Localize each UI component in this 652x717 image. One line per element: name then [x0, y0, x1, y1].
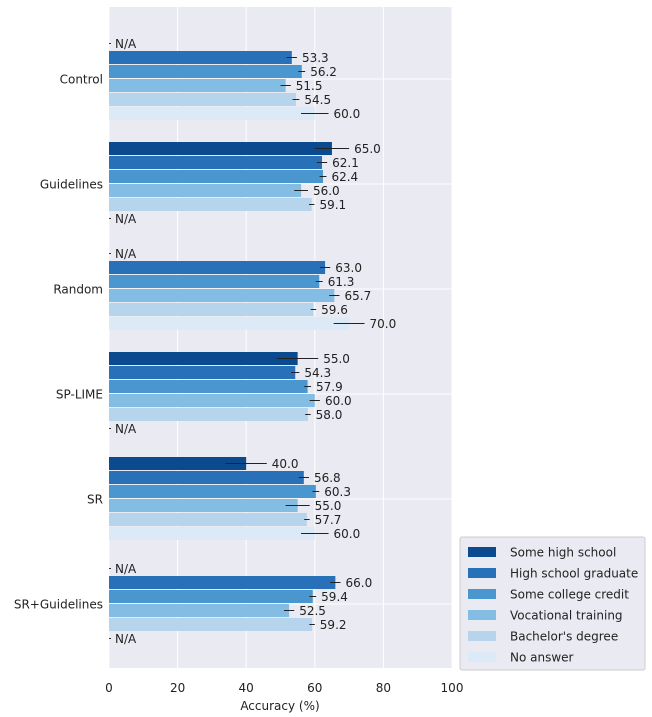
value-label: 40.0: [272, 457, 299, 471]
value-label: 60.0: [334, 107, 361, 121]
bar: [109, 513, 307, 526]
category-label: Random: [53, 283, 103, 297]
bar: [109, 51, 292, 64]
legend-label: Some college credit: [510, 588, 629, 602]
bar: [109, 275, 320, 288]
plot-background: [109, 7, 452, 668]
bar: [109, 471, 304, 484]
value-label: 59.6: [321, 303, 348, 317]
category-label: Guidelines: [40, 178, 103, 192]
value-label: 65.0: [354, 142, 381, 156]
value-label: 57.7: [315, 513, 342, 527]
x-tick-label: 0: [105, 681, 113, 695]
bar: [109, 65, 302, 78]
bar: [109, 618, 313, 631]
category-label: Control: [60, 73, 103, 87]
value-label: N/A: [115, 212, 137, 226]
value-label: 55.0: [315, 499, 342, 513]
value-label: 56.8: [314, 471, 341, 485]
bar: [109, 289, 335, 302]
value-label: N/A: [115, 632, 137, 646]
legend-label: No answer: [510, 651, 574, 665]
value-label: 56.0: [313, 184, 340, 198]
legend-label: Vocational training: [510, 609, 623, 623]
value-label: 55.0: [323, 352, 350, 366]
y-tick-labels: Control Guidelines Random SP-LIME SR SR+Guide…: [14, 73, 103, 612]
x-axis-label: Accuracy (%): [240, 699, 319, 713]
x-tick-label: 40: [239, 681, 254, 695]
bar: [109, 576, 336, 589]
category-label: SR: [87, 493, 103, 507]
legend: Some high school High school graduate Some…: [459, 536, 646, 671]
value-label: 54.3: [304, 366, 331, 380]
x-tick-labels: 0 20 40 60 80 100: [105, 681, 463, 695]
value-label: 59.1: [319, 198, 346, 212]
value-label: 62.1: [332, 156, 359, 170]
value-label: N/A: [115, 422, 137, 436]
bar: [109, 142, 332, 155]
value-label: 60.3: [324, 485, 351, 499]
legend-swatch: [468, 610, 496, 620]
value-label: 60.0: [334, 527, 361, 541]
value-label: 60.0: [325, 394, 352, 408]
value-label: 54.5: [304, 93, 331, 107]
legend-swatch: [468, 568, 496, 578]
bar: [109, 156, 323, 169]
x-tick-label: 60: [307, 681, 322, 695]
value-label: 51.5: [296, 79, 323, 93]
value-label: 52.5: [299, 604, 326, 618]
legend-swatch: [468, 589, 496, 599]
bar: [109, 303, 314, 316]
bar: [109, 527, 315, 540]
bar: [109, 499, 298, 512]
legend-label: Bachelor's degree: [510, 630, 618, 644]
value-label: 56.2: [310, 65, 337, 79]
bar: [109, 107, 315, 120]
value-label: 65.7: [344, 289, 371, 303]
x-tick-label: 20: [170, 681, 185, 695]
bar: [109, 366, 296, 379]
x-tick-label: 80: [376, 681, 391, 695]
category-label: SP-LIME: [56, 388, 103, 402]
legend-label: High school graduate: [510, 567, 638, 581]
legend-box: [459, 536, 646, 671]
value-label: N/A: [115, 562, 137, 576]
bars: N/A53.356.251.554.560.065.062.162.456.05…: [109, 37, 396, 646]
value-label: N/A: [115, 247, 137, 261]
value-label: 57.9: [316, 380, 343, 394]
bar: [109, 170, 324, 183]
x-tick-label: 100: [441, 681, 464, 695]
value-label: N/A: [115, 37, 137, 51]
category-label: SR+Guidelines: [14, 598, 103, 612]
bar: [109, 590, 313, 603]
value-label: 59.2: [320, 618, 347, 632]
value-label: 66.0: [346, 576, 373, 590]
value-label: 53.3: [302, 51, 329, 65]
legend-swatch: [468, 652, 496, 662]
bar: [109, 184, 302, 197]
value-label: 62.4: [331, 170, 358, 184]
bar: [109, 198, 312, 211]
bar: [109, 604, 290, 617]
value-label: 63.0: [335, 261, 362, 275]
bar: [109, 485, 316, 498]
value-label: 59.4: [321, 590, 348, 604]
legend-label: Some high school: [510, 546, 616, 560]
bar: [109, 261, 326, 274]
bar: [109, 79, 286, 92]
bar: [109, 457, 247, 470]
value-label: 58.0: [316, 408, 343, 422]
bar: [109, 394, 315, 407]
bar: [109, 93, 296, 106]
bar: [109, 380, 308, 393]
bar: [109, 408, 308, 421]
bar: [109, 317, 350, 330]
bar: [109, 352, 298, 365]
legend-swatch: [468, 631, 496, 641]
value-label: 61.3: [328, 275, 355, 289]
value-label: 70.0: [370, 317, 397, 331]
legend-swatch: [468, 547, 496, 557]
